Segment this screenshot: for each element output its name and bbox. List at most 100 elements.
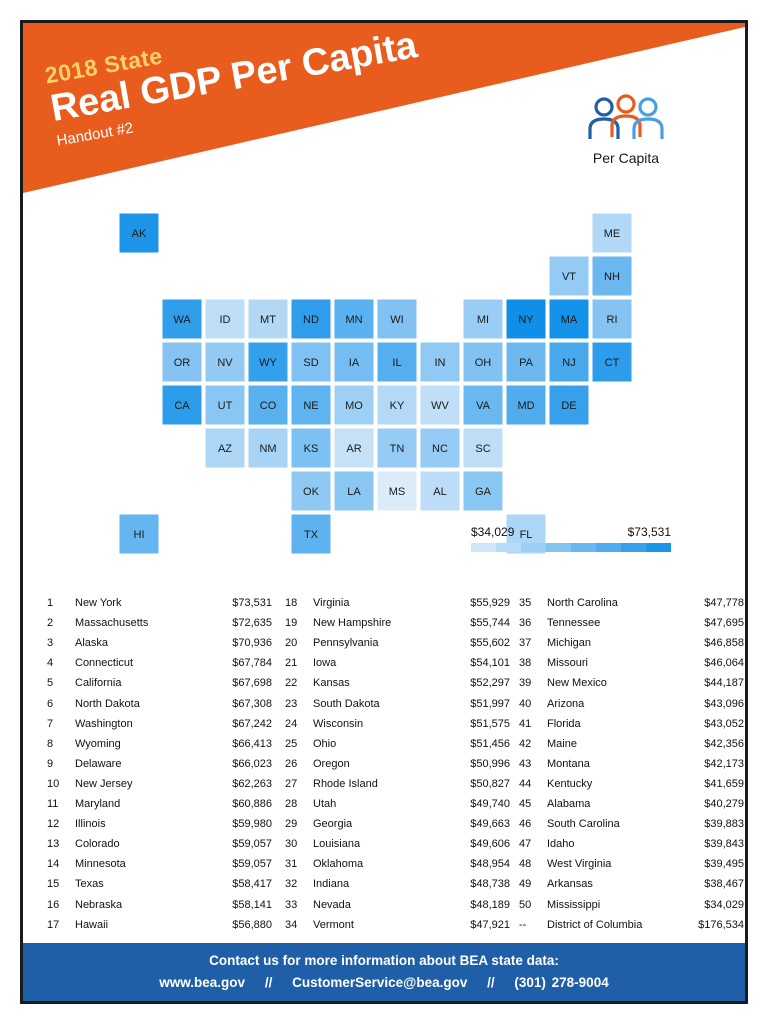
state-in: IN <box>419 341 461 383</box>
rank-cell: 27 <box>285 777 298 790</box>
state-la: LA <box>333 470 375 512</box>
state-cell: Wisconsin <box>313 717 364 730</box>
title-banner: 2018 State Real GDP Per Capita Handout #… <box>23 23 745 213</box>
state-cell: New Mexico <box>547 677 607 690</box>
rank-cell: 9 <box>47 757 54 770</box>
state-shape <box>462 298 504 340</box>
state-cell: Oklahoma <box>313 858 364 871</box>
rank-cell: 42 <box>519 737 532 750</box>
legend-swatch <box>546 543 571 552</box>
value-cell: $39,883 <box>704 818 744 831</box>
state-label: MO <box>345 400 363 412</box>
state-cell: District of Columbia <box>547 918 643 931</box>
table-row: 34 Vermont $47,921 <box>285 915 510 935</box>
email-link[interactable]: CustomerService@bea.gov <box>292 975 468 990</box>
state-shape <box>247 427 289 469</box>
state-cell: Wyoming <box>75 737 121 750</box>
state-shape <box>376 470 418 512</box>
rank-cell: 6 <box>47 697 54 710</box>
state-label: CA <box>174 400 190 412</box>
footer-contact-text: Contact us for more information about BE… <box>209 953 559 968</box>
table-row: 29 Georgia $49,663 <box>285 814 510 834</box>
legend-swatch <box>471 543 496 552</box>
state-cell: Virginia <box>313 597 350 609</box>
table-row: 40 Arizona $43,096 <box>519 694 744 714</box>
state-shape <box>419 427 461 469</box>
state-shape <box>462 384 504 426</box>
rank-cell: 25 <box>285 737 298 750</box>
state-label: HI <box>134 529 145 541</box>
state-label: GA <box>475 486 492 498</box>
state-cell: New Jersey <box>75 777 133 790</box>
state-shape <box>419 470 461 512</box>
table-row: 11 Maryland $60,886 <box>47 794 272 814</box>
map-legend: $34,029 $73,531 <box>471 525 671 552</box>
rank-cell: 8 <box>47 737 54 750</box>
state-id: ID <box>204 298 246 340</box>
rank-cell: 38 <box>519 657 532 670</box>
rank-cell: 40 <box>519 697 532 710</box>
value-cell: $50,827 <box>470 777 510 790</box>
state-label: NM <box>259 443 276 455</box>
rank-cell: 43 <box>519 757 532 770</box>
state-label: VT <box>562 271 576 283</box>
state-label: IL <box>392 357 401 369</box>
state-cell: Indiana <box>313 878 350 891</box>
state-sc: SC <box>462 427 504 469</box>
table-row: 10 New Jersey $62,263 <box>47 774 272 794</box>
table-row: 41 Florida $43,052 <box>519 714 744 734</box>
state-cell: Utah <box>313 798 337 810</box>
separator: // <box>487 975 495 990</box>
table-row: 36 Tennessee $47,695 <box>519 613 744 633</box>
state-shape <box>376 341 418 383</box>
state-shape <box>290 470 332 512</box>
state-shape <box>591 255 633 297</box>
table-row: 31 Oklahoma $48,954 <box>285 854 510 874</box>
table-row: 12 Illinois $59,980 <box>47 814 272 834</box>
state-me: ME <box>591 212 633 254</box>
state-nv: NV <box>204 341 246 383</box>
value-cell: $51,575 <box>470 717 510 730</box>
state-mt: MT <box>247 298 289 340</box>
rank-cell: 16 <box>47 898 60 911</box>
value-cell: $39,843 <box>704 838 744 851</box>
rank-cell: 10 <box>47 777 60 790</box>
table-row: 13 Colorado $59,057 <box>47 834 272 854</box>
website-link[interactable]: www.bea.gov <box>159 975 246 990</box>
state-cell: Florida <box>547 717 581 730</box>
state-cell: Illinois <box>75 818 106 831</box>
state-cell: Rhode Island <box>313 777 378 790</box>
state-cell: Maryland <box>75 798 121 810</box>
value-cell: $70,936 <box>232 637 272 650</box>
rank-cell: 30 <box>285 838 298 851</box>
table-row: 27 Rhode Island $50,827 <box>285 774 510 794</box>
value-cell: $67,698 <box>232 677 272 690</box>
state-md: MD <box>505 384 547 426</box>
state-cell: Mississippi <box>547 898 601 911</box>
state-ok: OK <box>290 470 332 512</box>
state-label: NC <box>432 443 448 455</box>
value-cell: $48,189 <box>470 898 510 911</box>
state-shape <box>118 212 160 254</box>
table-row: 35 North Carolina $47,778 <box>519 593 744 613</box>
state-shape <box>376 384 418 426</box>
state-label: WA <box>173 314 191 326</box>
value-cell: $42,356 <box>704 737 744 750</box>
value-cell: $59,980 <box>232 818 272 831</box>
state-label: WV <box>431 400 449 412</box>
state-label: WY <box>259 357 277 369</box>
state-label: MA <box>561 314 578 326</box>
state-shape <box>290 298 332 340</box>
state-label: CO <box>260 400 277 412</box>
state-cell: South Dakota <box>313 697 380 710</box>
state-label: SC <box>475 443 490 455</box>
rank-cell: 22 <box>285 677 298 690</box>
table-row: 37 Michigan $46,858 <box>519 633 744 653</box>
legend-swatch <box>596 543 621 552</box>
rank-cell: 31 <box>285 858 298 871</box>
legend-min-label: $34,029 <box>471 525 515 539</box>
state-label: OH <box>475 357 492 369</box>
value-cell: $67,242 <box>232 717 272 730</box>
state-label: NY <box>518 314 534 326</box>
state-cell: Nebraska <box>75 898 123 911</box>
